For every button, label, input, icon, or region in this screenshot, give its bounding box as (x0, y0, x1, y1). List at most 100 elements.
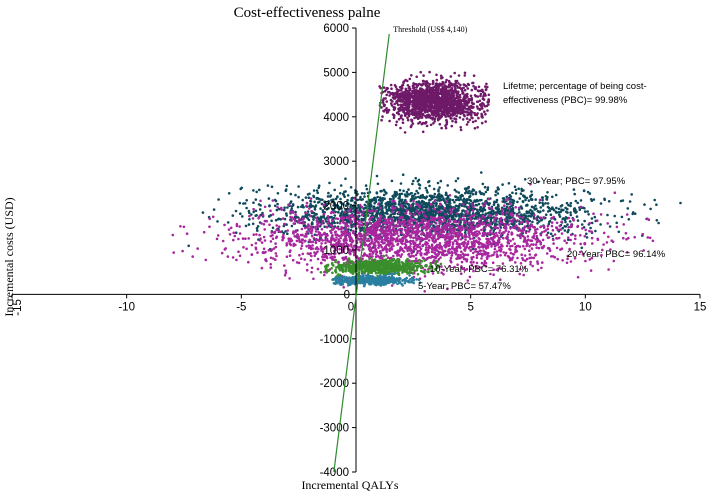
data-point (464, 238, 467, 241)
data-point (493, 245, 497, 248)
data-point (384, 220, 388, 223)
data-point (482, 227, 486, 230)
data-point (443, 244, 447, 247)
data-point (346, 261, 349, 264)
data-point (304, 196, 308, 199)
data-point (396, 250, 399, 253)
data-point (363, 241, 367, 244)
data-point (520, 187, 523, 191)
data-point (465, 209, 468, 213)
data-point (426, 223, 430, 226)
data-point (551, 195, 554, 199)
data-point (538, 198, 542, 202)
data-point (442, 198, 445, 201)
data-point (569, 238, 572, 242)
data-point (383, 247, 386, 251)
data-point (505, 215, 509, 219)
data-point (499, 234, 503, 237)
data-point (574, 237, 577, 241)
data-point (336, 195, 339, 199)
data-point (436, 228, 440, 231)
data-point (572, 242, 576, 245)
data-point (404, 211, 408, 215)
data-point (314, 204, 318, 207)
data-point (317, 197, 321, 201)
data-point (509, 227, 512, 230)
data-point (286, 232, 289, 235)
data-point (535, 207, 538, 210)
data-point (566, 230, 569, 234)
data-point (495, 223, 499, 226)
data-point (468, 235, 471, 239)
data-point (478, 199, 482, 202)
data-point (439, 210, 443, 213)
data-point (431, 238, 435, 241)
data-point (334, 197, 338, 201)
data-point (305, 232, 309, 235)
data-point (238, 232, 242, 235)
data-point (359, 229, 362, 233)
data-point (532, 236, 535, 239)
data-point (541, 238, 545, 242)
data-point (567, 238, 570, 241)
data-point (344, 177, 347, 180)
data-point (402, 189, 405, 193)
data-point (534, 198, 537, 201)
data-point (313, 233, 317, 237)
data-point (245, 247, 248, 251)
data-point (396, 257, 399, 261)
data-point (492, 229, 496, 233)
data-point (463, 231, 467, 234)
data-point (523, 254, 527, 257)
data-point (466, 253, 470, 257)
data-point (324, 241, 327, 245)
data-point (536, 238, 539, 242)
data-point (455, 212, 459, 215)
data-point (406, 215, 409, 218)
data-point (481, 231, 485, 235)
data-point (440, 216, 444, 219)
data-point (470, 231, 474, 235)
data-point (464, 253, 467, 257)
data-point (369, 249, 373, 253)
data-point (339, 214, 342, 217)
data-point (595, 219, 599, 222)
data-point (332, 198, 335, 201)
data-point (232, 231, 235, 235)
data-point (482, 249, 485, 252)
data-point (535, 246, 538, 249)
data-point (298, 221, 302, 225)
data-point (563, 218, 567, 222)
data-point (496, 243, 500, 246)
data-point (528, 245, 531, 248)
data-point (312, 211, 316, 215)
data-point (461, 209, 464, 213)
data-point (389, 223, 393, 227)
data-point (269, 263, 273, 266)
data-point (366, 233, 369, 236)
data-point (516, 219, 519, 222)
data-point (372, 242, 376, 245)
data-point (247, 237, 250, 240)
data-point (481, 221, 484, 225)
data-point (348, 214, 351, 217)
data-point (602, 231, 606, 235)
data-point (409, 191, 413, 195)
data-point (455, 223, 459, 227)
data-point (575, 215, 579, 218)
data-point (472, 205, 475, 209)
data-point (573, 192, 576, 196)
data-point (494, 216, 498, 219)
data-point (292, 222, 296, 225)
data-point (333, 188, 337, 192)
data-point (445, 216, 449, 220)
data-point (523, 178, 527, 181)
data-point (461, 199, 465, 202)
data-point (456, 177, 460, 180)
data-point (390, 262, 394, 266)
data-point (489, 225, 493, 229)
data-point (272, 231, 276, 234)
data-point (303, 240, 307, 243)
data-point (565, 241, 568, 245)
data-point (312, 189, 316, 192)
